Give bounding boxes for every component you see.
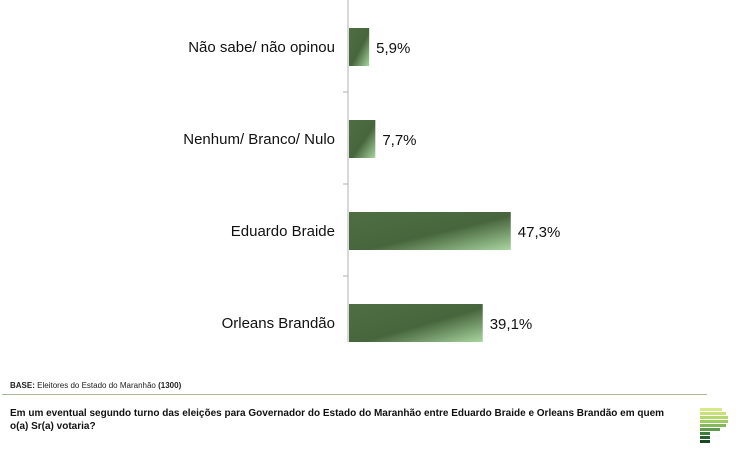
- category-label: Orleans Brandão: [222, 315, 335, 332]
- base-text: Eleitores do Estado do Maranhão: [37, 381, 156, 390]
- bar: [349, 304, 483, 342]
- logo-icon: [700, 408, 728, 443]
- category-label: Nenhum/ Branco/ Nulo: [183, 131, 335, 148]
- question-text: Em um eventual segundo turno das eleiçõe…: [10, 408, 665, 432]
- category-label: Não sabe/ não opinou: [188, 39, 335, 56]
- data-label: 39,1%: [490, 316, 533, 333]
- data-label: 47,3%: [518, 224, 561, 241]
- data-label: 5,9%: [376, 40, 410, 57]
- bar: [349, 120, 376, 158]
- base-note: BASE: Eleitores do Estado do Maranhão (1…: [10, 381, 181, 390]
- base-label: BASE:: [10, 381, 35, 390]
- category-label: Eduardo Braide: [231, 223, 335, 240]
- data-label: 7,7%: [382, 132, 416, 149]
- bar-chart: Não sabe/ não opinou 5,9% Nenhum/ Branco/ …: [183, 0, 561, 342]
- divider: [2, 394, 707, 395]
- bar: [349, 212, 511, 250]
- base-count: (1300): [158, 381, 182, 390]
- bar: [349, 28, 370, 66]
